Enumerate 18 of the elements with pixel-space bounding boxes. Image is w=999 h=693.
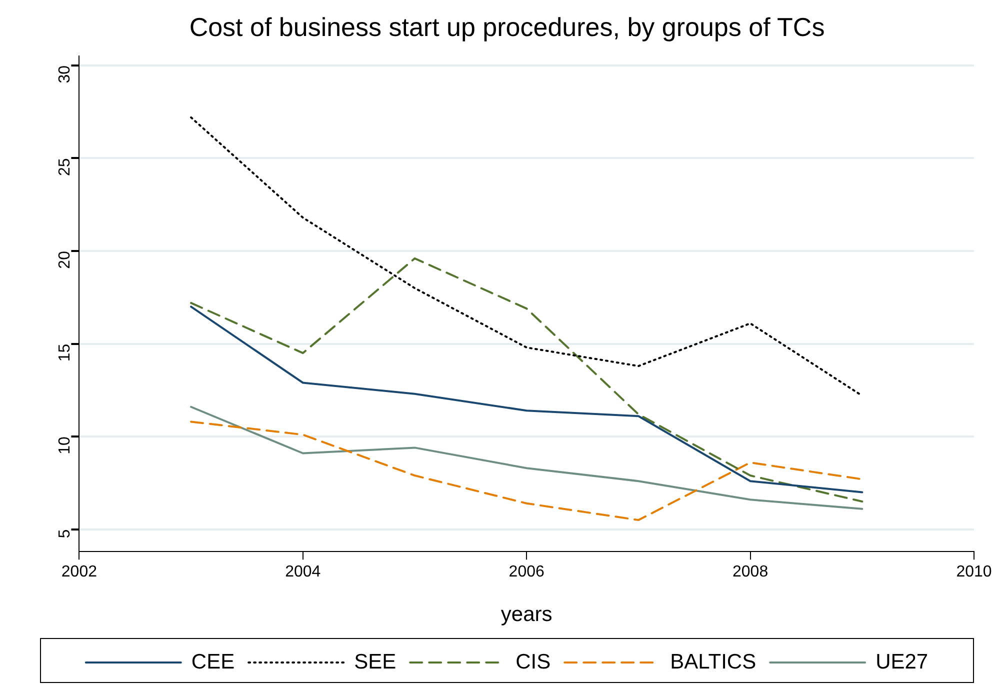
y-tick-label: 5 xyxy=(56,529,74,538)
y-tick-label: 15 xyxy=(56,344,74,362)
x-tick-label: 2008 xyxy=(732,564,768,581)
x-tick-label: 2006 xyxy=(508,564,544,581)
legend-label: CIS xyxy=(516,650,551,674)
y-tick-label: 10 xyxy=(56,436,74,454)
x-tick-label: 2004 xyxy=(285,564,321,581)
y-tick-label: 30 xyxy=(56,65,74,84)
y-tick-label: 25 xyxy=(56,158,74,176)
legend-label: CEE xyxy=(191,650,235,674)
y-tick-label: 20 xyxy=(56,250,74,269)
x-axis-title: years xyxy=(500,603,552,626)
x-tick-label: 2010 xyxy=(956,564,992,581)
legend-label: UE27 xyxy=(876,650,928,674)
legend-label: BALTICS xyxy=(670,650,756,674)
legend-label: SEE xyxy=(354,650,396,674)
x-tick-label: 2002 xyxy=(61,564,98,581)
chart-title: Cost of business start up procedures, by groups of TCs xyxy=(189,12,825,42)
